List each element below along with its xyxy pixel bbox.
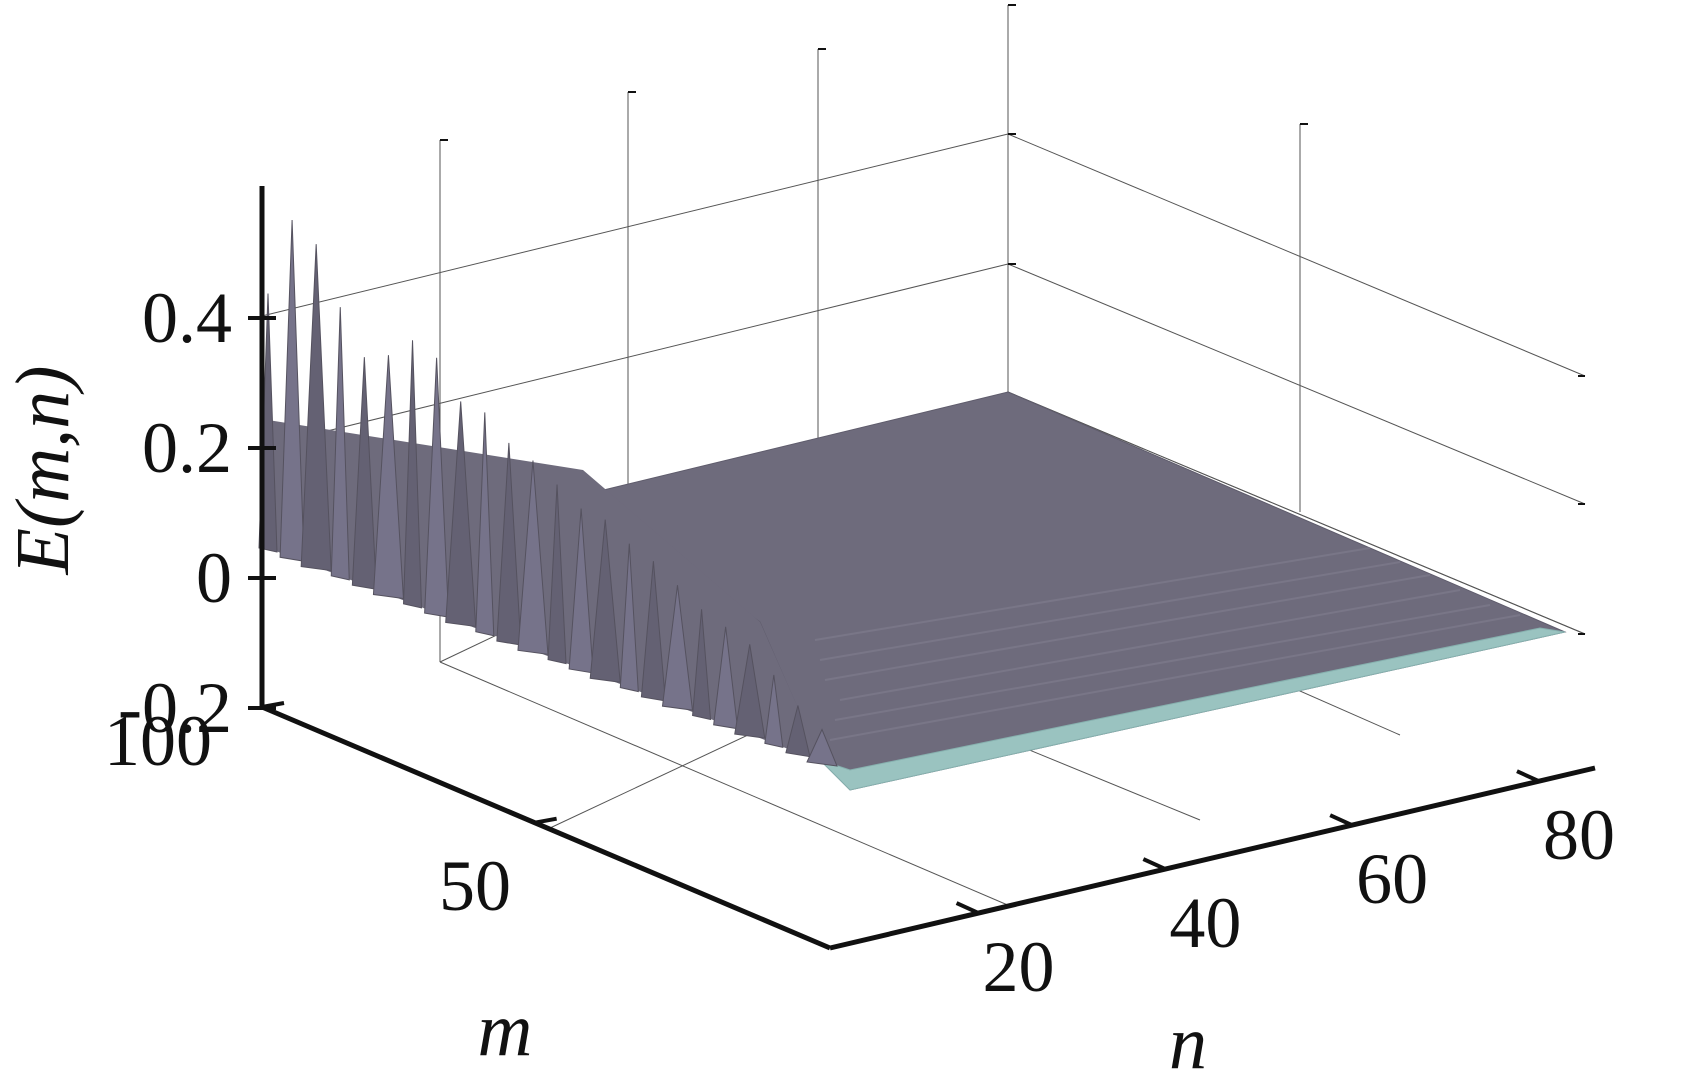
n-tick-mark [1516, 769, 1540, 784]
z-tick-label: 0.4 [142, 278, 232, 358]
n-tick-label: 80 [1543, 795, 1615, 875]
n-axis-line [829, 765, 1596, 951]
m-tick-mark [534, 816, 557, 825]
surface-spike [445, 401, 477, 628]
m-tick-label: 100 [104, 701, 212, 781]
n-axis-ticks: 20 40 60 80 [955, 769, 1615, 1007]
n-tick-mark [1142, 857, 1167, 871]
surface-front-edge [819, 627, 1566, 791]
surface-spike [764, 674, 784, 749]
surface-spike [785, 705, 811, 758]
surface-spike [517, 460, 549, 655]
surface-spike [713, 626, 739, 730]
surface-spikes [258, 220, 838, 767]
surface-spike [351, 357, 377, 590]
surface-spike [806, 728, 838, 767]
surface-spike [619, 543, 639, 693]
surface-ridges [814, 547, 1521, 741]
grid-floor-n20 [439, 661, 1011, 907]
n-tick-label: 60 [1356, 839, 1428, 919]
n-tick-label: 20 [983, 927, 1055, 1007]
surface-spike [589, 519, 621, 683]
z-axis-ticks: -0.2 0 0.2 0.4 [118, 278, 276, 748]
grid-top-right-2 [1007, 263, 1586, 505]
surface [258, 220, 1567, 791]
z-tick-label: -0.2 [118, 668, 232, 748]
z-tick-label: 0.2 [142, 408, 232, 488]
surface-spike [661, 585, 694, 711]
m-tick-mark [261, 701, 285, 709]
surface-spike [330, 307, 350, 581]
surface-spike [300, 244, 332, 572]
surface-spike [279, 220, 305, 562]
surface-spike [692, 609, 712, 721]
surface-spike [640, 561, 666, 702]
surface-spike [496, 442, 522, 646]
grid-top-left-1 [261, 133, 1009, 317]
grid-floor-n80b [1007, 391, 1586, 635]
m-tick-label: 50 [439, 846, 511, 926]
grid-top-right-1 [1007, 133, 1586, 377]
z-tick-label: 0 [196, 538, 232, 618]
m-axis-line [261, 704, 831, 951]
m-axis-ticks: 50 100 [104, 701, 557, 926]
surface-spike [734, 644, 766, 739]
surface-spike [475, 412, 495, 637]
n-tick-mark [1329, 813, 1353, 827]
n-tick-label: 40 [1169, 883, 1241, 963]
surface-spike [547, 484, 567, 665]
n-tick-mark [955, 901, 980, 915]
surface-spike [424, 357, 450, 618]
n-axis-title: n [1169, 1001, 1207, 1085]
grid-tick-marks [440, 4, 1585, 635]
surface-spike [372, 355, 404, 600]
surface-spike [568, 508, 594, 674]
z-axis-title: E(m,n) [1, 366, 85, 576]
surface-spike [403, 340, 423, 609]
m-axis-title: m [478, 988, 533, 1072]
